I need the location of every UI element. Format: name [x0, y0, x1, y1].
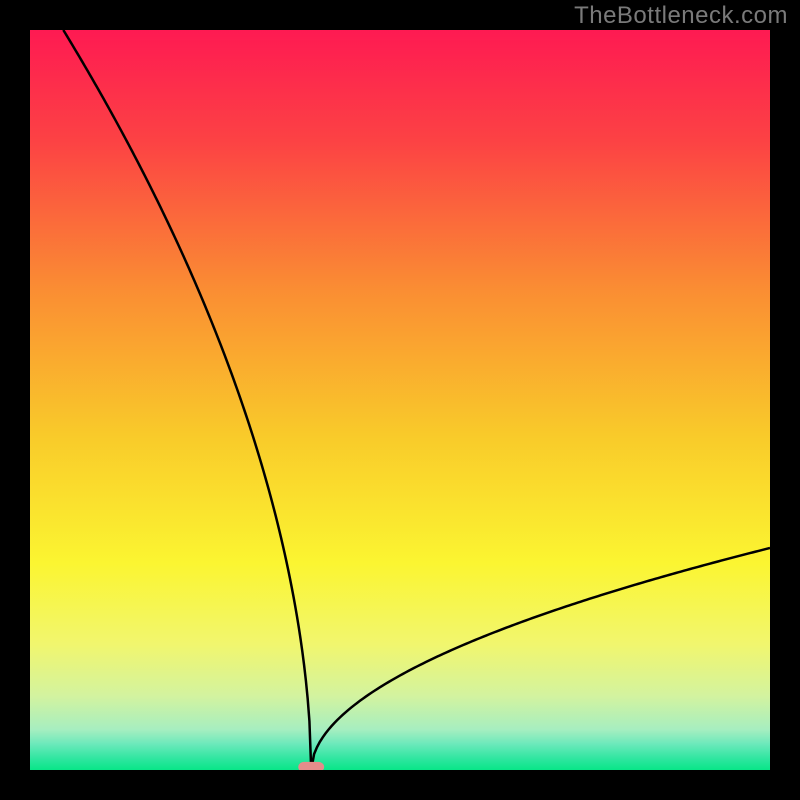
- chart-background: [30, 30, 770, 770]
- bottleneck-chart: [0, 0, 800, 800]
- chart-container: TheBottleneck.com: [0, 0, 800, 800]
- watermark-label: TheBottleneck.com: [574, 2, 788, 30]
